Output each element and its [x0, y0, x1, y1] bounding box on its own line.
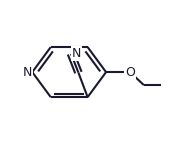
- Text: O: O: [125, 66, 135, 79]
- Text: N: N: [23, 66, 32, 79]
- Text: N: N: [72, 47, 81, 60]
